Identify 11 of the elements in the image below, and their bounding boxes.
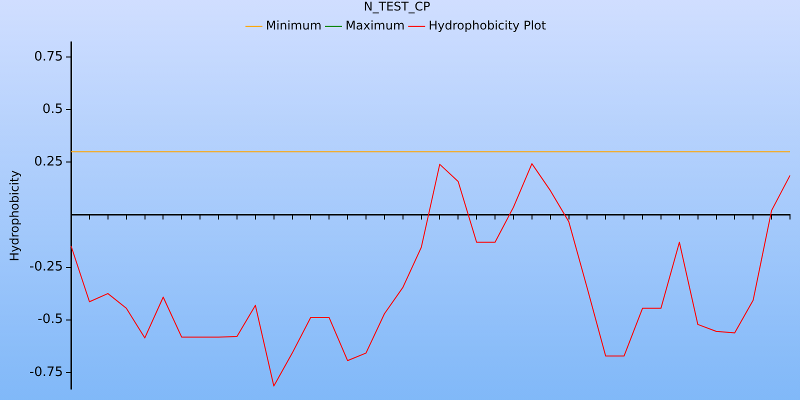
legend-label: Minimum [266,18,322,33]
chart-title: N_TEST_CP [364,0,430,14]
y-axis-title: Hydrophobicity [7,170,22,262]
legend-label: Maximum [346,18,405,33]
y-tick-label: 0.75 [34,49,64,64]
y-tick-label: -0.5 [38,312,64,328]
y-tick-label: -0.25 [29,260,64,275]
legend-label: Hydrophobicity Plot [428,18,546,33]
y-tick-label: 0.25 [34,154,64,170]
y-tick-label: -0.75 [29,364,64,380]
y-tick-label: 0.5 [42,102,64,118]
